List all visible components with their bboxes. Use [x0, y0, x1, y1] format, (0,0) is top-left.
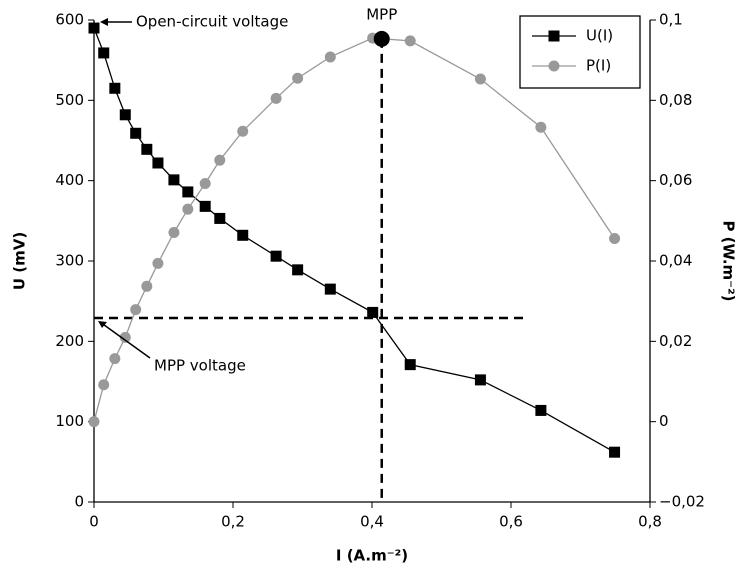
y2-tick-label: 0,04: [659, 252, 692, 270]
point: [130, 127, 142, 139]
y2-tick-label: 0,06: [659, 171, 692, 189]
point: [98, 379, 110, 391]
y2-tick-label: −0,02: [659, 493, 705, 511]
point: [141, 280, 153, 292]
legend-box: [519, 15, 641, 89]
series-line: [93, 27, 615, 453]
y-tick-label: 200: [55, 332, 84, 350]
legend-marker: [548, 30, 560, 42]
point: [609, 446, 621, 458]
x-tick-label: 0,4: [360, 513, 384, 531]
point: [237, 229, 249, 241]
x-tick-label: 0,8: [638, 513, 662, 531]
annotation: MPP: [366, 5, 397, 23]
point: [119, 331, 131, 343]
arrow-head: [100, 18, 108, 27]
x-tick-label: 0: [89, 513, 99, 531]
point: [535, 121, 547, 133]
annotation: MPP voltage: [154, 357, 246, 375]
point: [214, 154, 226, 166]
point: [152, 257, 164, 269]
y-tick-label: 400: [55, 171, 84, 189]
point: [88, 416, 100, 428]
y-tick-label: 0: [74, 493, 84, 511]
point: [474, 73, 486, 85]
point: [292, 72, 304, 84]
point: [609, 233, 621, 245]
point: [270, 250, 282, 262]
point: [141, 143, 153, 155]
legend-label: P(I): [586, 57, 611, 75]
point: [237, 125, 249, 137]
legend-marker: [548, 60, 560, 72]
point: [404, 359, 416, 371]
y-tick-label: 300: [55, 252, 84, 270]
point: [168, 226, 180, 238]
point: [109, 353, 121, 365]
y-tick-label: 500: [55, 91, 84, 109]
point: [182, 186, 194, 198]
point: [474, 374, 486, 386]
point: [130, 304, 142, 316]
point: [535, 404, 547, 416]
point: [214, 212, 226, 224]
point: [292, 264, 304, 276]
y2-tick-label: 0,08: [659, 91, 692, 109]
y2-axis-label: P (W.m⁻²): [720, 220, 738, 301]
y2-tick-label: 0,02: [659, 332, 692, 350]
point: [152, 157, 164, 169]
point: [88, 22, 100, 34]
point: [199, 200, 211, 212]
annotation: Open-circuit voltage: [136, 13, 288, 31]
point: [324, 51, 336, 63]
point: [270, 92, 282, 104]
arrow-head: [98, 321, 107, 329]
x-tick-label: 0,6: [499, 513, 523, 531]
legend-label: U(I): [586, 27, 613, 45]
point: [98, 47, 110, 59]
point: [199, 177, 211, 189]
point: [119, 109, 131, 121]
x-tick-label: 0,2: [221, 513, 245, 531]
point: [367, 306, 379, 318]
point: [324, 283, 336, 295]
y-axis-label: U (mV): [11, 232, 29, 290]
y-tick-label: 600: [55, 11, 84, 29]
point: [182, 203, 194, 215]
x-axis-label: I (A.m⁻²): [336, 547, 408, 565]
point: [168, 174, 180, 186]
annotation-arrow: [99, 321, 151, 359]
y-tick-label: 100: [55, 412, 84, 430]
y2-tick-label: 0: [659, 412, 669, 430]
y2-tick-label: 0,1: [659, 11, 683, 29]
mpp-point: [373, 30, 390, 47]
point: [109, 82, 121, 94]
point: [404, 35, 416, 47]
